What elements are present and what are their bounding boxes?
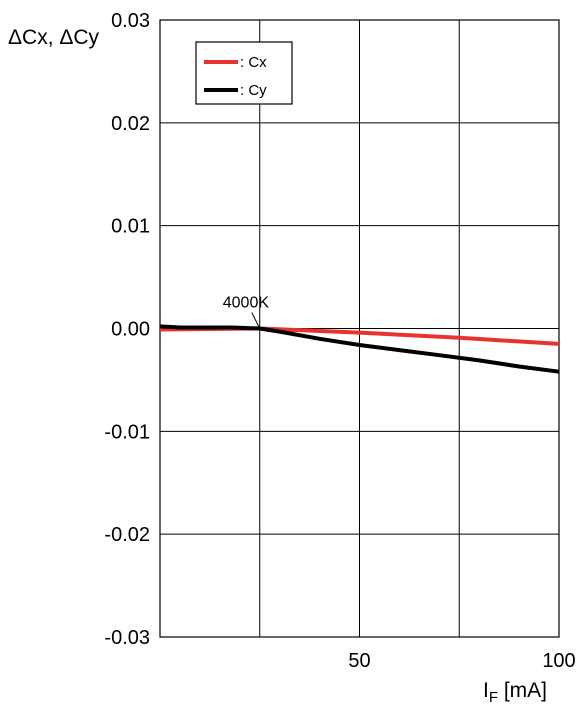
- annotations: 4000K: [223, 295, 270, 329]
- series-lines: [159, 324, 560, 374]
- x-axis-label: IF [mA]: [483, 679, 547, 706]
- y-tick-label: -0.01: [104, 421, 150, 443]
- y-tick-label: 0.00: [111, 319, 150, 341]
- x-tick-label: 50: [348, 650, 370, 672]
- x-axis-label-sub: F: [489, 689, 498, 706]
- legend-label-cy: : Cy: [240, 82, 267, 99]
- y-tick-label: -0.02: [104, 524, 150, 546]
- legend-label-cx: : Cx: [240, 54, 267, 71]
- y-tick-label: 0.02: [111, 113, 150, 135]
- y-tick-label: 0.03: [111, 10, 150, 32]
- x-tick-labels: 50 100: [348, 650, 575, 672]
- y-tick-label: -0.03: [104, 627, 150, 649]
- y-axis-label: ΔCx, ΔCy: [8, 26, 100, 49]
- x-axis-label-unit: [mA]: [498, 679, 547, 702]
- annotation-leader: [251, 312, 261, 329]
- series-line-cy: [159, 324, 560, 374]
- legend: : Cx : Cy: [195, 41, 293, 105]
- y-tick-label: 0.01: [111, 216, 150, 238]
- annotation-label: 4000K: [223, 295, 270, 312]
- y-tick-labels: 0.03 0.02 0.01 0.00 -0.01 -0.02 -0.03: [104, 10, 150, 649]
- x-axis-label-main: I: [483, 679, 489, 702]
- x-tick-label: 100: [542, 650, 575, 672]
- legend-box: [195, 41, 293, 105]
